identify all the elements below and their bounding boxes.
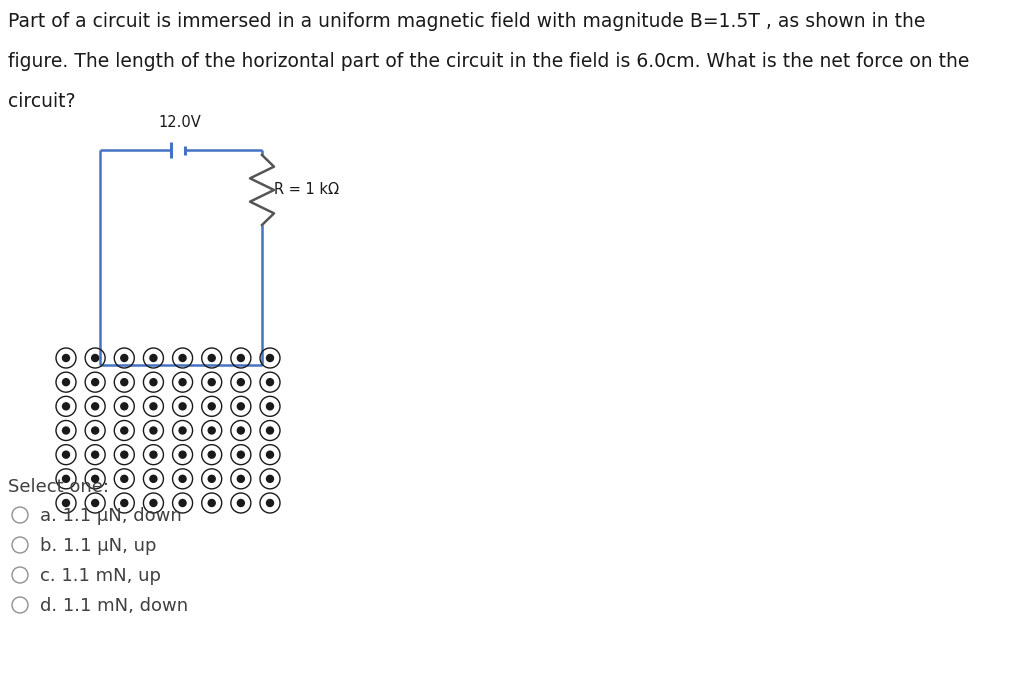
- Circle shape: [179, 403, 186, 410]
- Circle shape: [91, 354, 98, 361]
- Circle shape: [121, 475, 128, 482]
- Circle shape: [121, 427, 128, 434]
- Circle shape: [238, 475, 245, 482]
- Circle shape: [91, 427, 98, 434]
- Circle shape: [179, 451, 186, 458]
- Circle shape: [208, 403, 215, 410]
- Circle shape: [62, 427, 70, 434]
- Text: Select one:: Select one:: [8, 478, 110, 496]
- Circle shape: [208, 475, 215, 482]
- Circle shape: [208, 499, 215, 506]
- Circle shape: [91, 378, 98, 386]
- Circle shape: [121, 451, 128, 458]
- Circle shape: [208, 354, 215, 361]
- Text: circuit?: circuit?: [8, 92, 76, 111]
- Circle shape: [91, 499, 98, 506]
- Circle shape: [150, 499, 157, 506]
- Circle shape: [238, 403, 245, 410]
- Circle shape: [91, 451, 98, 458]
- Circle shape: [91, 475, 98, 482]
- Circle shape: [62, 354, 70, 361]
- Circle shape: [179, 354, 186, 361]
- Circle shape: [150, 378, 157, 386]
- Circle shape: [150, 451, 157, 458]
- Circle shape: [150, 427, 157, 434]
- Circle shape: [150, 354, 157, 361]
- Circle shape: [266, 451, 273, 458]
- Circle shape: [62, 499, 70, 506]
- Circle shape: [121, 378, 128, 386]
- Circle shape: [121, 403, 128, 410]
- Circle shape: [91, 403, 98, 410]
- Circle shape: [179, 427, 186, 434]
- Circle shape: [266, 354, 273, 361]
- Circle shape: [266, 475, 273, 482]
- Circle shape: [266, 499, 273, 506]
- Text: c. 1.1 mN, up: c. 1.1 mN, up: [40, 567, 161, 585]
- Circle shape: [179, 475, 186, 482]
- Circle shape: [179, 378, 186, 386]
- Text: b. 1.1 μN, up: b. 1.1 μN, up: [40, 537, 157, 555]
- Circle shape: [266, 427, 273, 434]
- Circle shape: [238, 427, 245, 434]
- Text: 12.0V: 12.0V: [159, 115, 202, 130]
- Circle shape: [208, 427, 215, 434]
- Circle shape: [62, 403, 70, 410]
- Circle shape: [150, 403, 157, 410]
- Circle shape: [121, 354, 128, 361]
- Circle shape: [62, 475, 70, 482]
- Circle shape: [208, 451, 215, 458]
- Text: figure. The length of the horizontal part of the circuit in the field is 6.0cm. : figure. The length of the horizontal par…: [8, 52, 970, 71]
- Circle shape: [150, 475, 157, 482]
- Circle shape: [179, 499, 186, 506]
- Circle shape: [266, 378, 273, 386]
- Circle shape: [238, 451, 245, 458]
- Circle shape: [62, 451, 70, 458]
- Circle shape: [208, 378, 215, 386]
- Text: Part of a circuit is immersed in a uniform magnetic field with magnitude B=1.5T : Part of a circuit is immersed in a unifo…: [8, 12, 926, 31]
- Circle shape: [238, 499, 245, 506]
- Text: d. 1.1 mN, down: d. 1.1 mN, down: [40, 597, 188, 615]
- Circle shape: [62, 378, 70, 386]
- Circle shape: [266, 403, 273, 410]
- Circle shape: [121, 499, 128, 506]
- Circle shape: [238, 378, 245, 386]
- Circle shape: [238, 354, 245, 361]
- Text: a. 1.1 μN, down: a. 1.1 μN, down: [40, 507, 181, 525]
- Text: R = 1 kΩ: R = 1 kΩ: [274, 182, 339, 197]
